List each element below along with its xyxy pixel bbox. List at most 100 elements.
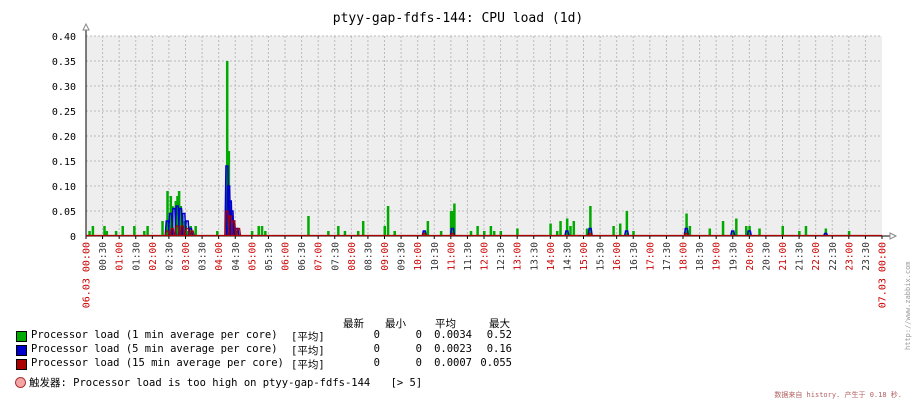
legend-header-min: 最小: [385, 318, 406, 330]
x-tick-label: 01:00: [115, 242, 126, 271]
series-15min-peak: [169, 227, 175, 237]
x-tick-label: 20:00: [745, 242, 756, 271]
trigger-line: 触发器: Processor load is too high on ptyy-…: [29, 375, 422, 390]
series-1min-bar: [847, 231, 851, 236]
x-tick-label: 06:00: [281, 242, 292, 271]
x-tick-label: 16:30: [629, 242, 640, 271]
series-1min-bar: [721, 221, 725, 236]
x-tick-label: 19:00: [712, 242, 723, 271]
legend-series-name: Processor load (15 min average per core): [31, 357, 284, 369]
series-1min-bar: [121, 226, 124, 236]
series-1min-bar: [745, 226, 748, 236]
series-1min-bar: [361, 221, 365, 236]
series-1min-bar: [516, 228, 519, 236]
series-15min-peak: [189, 230, 195, 237]
legend-last: 0: [373, 343, 380, 355]
y-tick-label: 0.30: [52, 82, 76, 93]
x-tick-label: 02:30: [164, 242, 175, 271]
x-tick-label: 17:00: [645, 242, 656, 271]
x-tick-label: 07:30: [330, 242, 341, 271]
series-1min-bar: [264, 231, 267, 236]
x-tick-label: 09:00: [380, 242, 391, 271]
y-tick-label: 0.25: [52, 107, 76, 118]
x-axis-arrow: [889, 232, 898, 240]
series-1min-bar: [386, 206, 390, 236]
y-tick-label: 0.20: [52, 132, 76, 143]
series-1min-bar: [182, 221, 186, 236]
series-1min-bar: [186, 231, 189, 236]
y-tick-label: 0.15: [52, 157, 76, 168]
series-15min-peak: [683, 232, 689, 237]
series-1min-bar: [439, 231, 443, 236]
series-15min-peak: [235, 227, 242, 237]
series-5min-peak: [449, 227, 456, 237]
series-1min-bar: [572, 221, 576, 236]
x-tick-label: 04:00: [214, 242, 225, 271]
x-tick-label: 10:30: [430, 242, 441, 271]
legend-row-15min: Processor load (15 min average per core)…: [16, 357, 516, 371]
legend-swatch-15min: [16, 359, 27, 370]
x-tick-label: 08:30: [363, 242, 374, 271]
series-15min-peak: [421, 232, 427, 237]
y-tick-label: 0.10: [52, 182, 76, 193]
x-tick-label: 05:30: [264, 242, 275, 271]
series-1min-bar: [194, 226, 197, 236]
series-15min-peak: [449, 232, 456, 237]
x-tick-label: 22:30: [828, 242, 839, 271]
series-1min-bar: [708, 228, 712, 236]
series-1min-bar: [449, 211, 453, 236]
legend-avg: 0.0007: [434, 357, 472, 369]
series-15min-peak: [587, 232, 593, 237]
x-tick-label: 09:30: [397, 242, 408, 271]
series-1min-bar: [565, 218, 569, 236]
series-1min-bar: [731, 231, 735, 236]
series-1min-bar: [250, 231, 254, 236]
series-1min-bar: [169, 196, 173, 236]
x-tick-label: 03:00: [181, 242, 192, 271]
series-5min-peak: [229, 210, 235, 237]
series-1min-bar: [225, 61, 229, 236]
x-tick-label: 11:30: [463, 242, 474, 271]
series-1min-bar: [327, 231, 330, 236]
series-1min-bar: [555, 231, 559, 236]
series-1min-bar: [499, 231, 503, 236]
legend-function: [平均]: [291, 345, 325, 357]
series-1min-bar: [257, 226, 260, 236]
legend-row-5min: Processor load (5 min average per core) …: [16, 343, 516, 357]
legend-series-name: Processor load (1 min average per core): [31, 329, 278, 341]
legend-last: 0: [373, 357, 380, 369]
series-1min-bar: [105, 231, 109, 236]
y-tick-label: 0: [70, 232, 76, 243]
x-tick-label: 12:30: [496, 242, 507, 271]
series-15min-peak: [179, 225, 185, 237]
x-tick-label: 15:30: [596, 242, 607, 271]
series-15min-peak: [164, 230, 170, 237]
series-5min-peak: [730, 230, 736, 237]
series-15min-peak: [174, 225, 180, 237]
x-tick-label: 06.03 00:00: [82, 242, 93, 308]
legend-min: 0: [415, 343, 422, 355]
trigger-icon: [15, 377, 26, 388]
x-tick-label: 10:00: [413, 242, 424, 271]
legend-max: 0.52: [486, 329, 512, 341]
series-15min-peak: [230, 220, 237, 237]
legend-header-avg: 平均: [435, 318, 456, 330]
series-1min-bar: [166, 191, 169, 236]
x-tick-label: 23:00: [844, 242, 855, 271]
y-tick-label: 0.05: [52, 207, 76, 218]
series-1min-bar: [307, 216, 310, 236]
y-tick-label: 0.35: [52, 57, 76, 68]
series-1min-bar: [492, 231, 496, 236]
legend-header-max: 最大: [489, 318, 510, 330]
x-tick-label: 08:00: [347, 242, 358, 271]
series-1min-bar: [798, 231, 801, 236]
x-tick-label: 12:00: [480, 242, 491, 271]
series-1min-bar: [569, 226, 572, 236]
series-1min-bar: [824, 228, 828, 236]
series-1min-bar: [632, 231, 635, 236]
series-1min-bar: [176, 196, 179, 236]
series-1min-bar: [146, 226, 149, 236]
x-tick-label: 21:30: [795, 242, 806, 271]
trigger-text: 触发器: Processor load is too high on ptyy-…: [29, 377, 371, 389]
